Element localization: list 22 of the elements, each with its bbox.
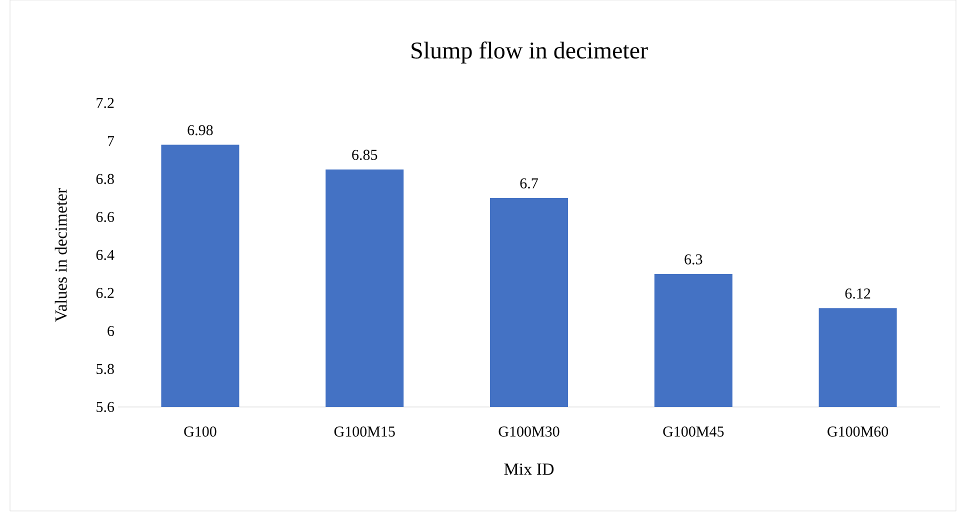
- y-tick-label: 6.8: [96, 174, 114, 184]
- y-tick-label: 7.2: [96, 98, 114, 108]
- x-tick-label: G100M45: [663, 426, 724, 437]
- data-label: 6.12: [845, 288, 870, 299]
- x-tick-label: G100M60: [828, 426, 888, 437]
- data-label: 6.7: [520, 178, 538, 188]
- y-tick-label: 5.6: [96, 402, 114, 412]
- y-tick-label: 5.8: [96, 364, 114, 374]
- data-label: 6.85: [352, 150, 378, 160]
- data-label: 6.3: [684, 254, 702, 264]
- chart-title: Slump flow in decimeter: [412, 41, 648, 64]
- y-tick-label: 6.2: [96, 288, 114, 298]
- x-tick-label: G100M30: [498, 426, 560, 437]
- data-label: 6.98: [188, 125, 213, 136]
- y-tick-label: 7: [108, 136, 114, 146]
- x-tick-label: G100: [184, 426, 216, 437]
- y-tick-label: 6.6: [96, 212, 114, 222]
- x-axis-title: Mix ID: [504, 463, 554, 475]
- x-tick-label: G100M15: [334, 426, 395, 437]
- y-axis-title: Values in decimeter: [54, 188, 67, 322]
- y-tick-label: 6.4: [96, 250, 114, 260]
- y-tick-label: 6: [108, 326, 114, 336]
